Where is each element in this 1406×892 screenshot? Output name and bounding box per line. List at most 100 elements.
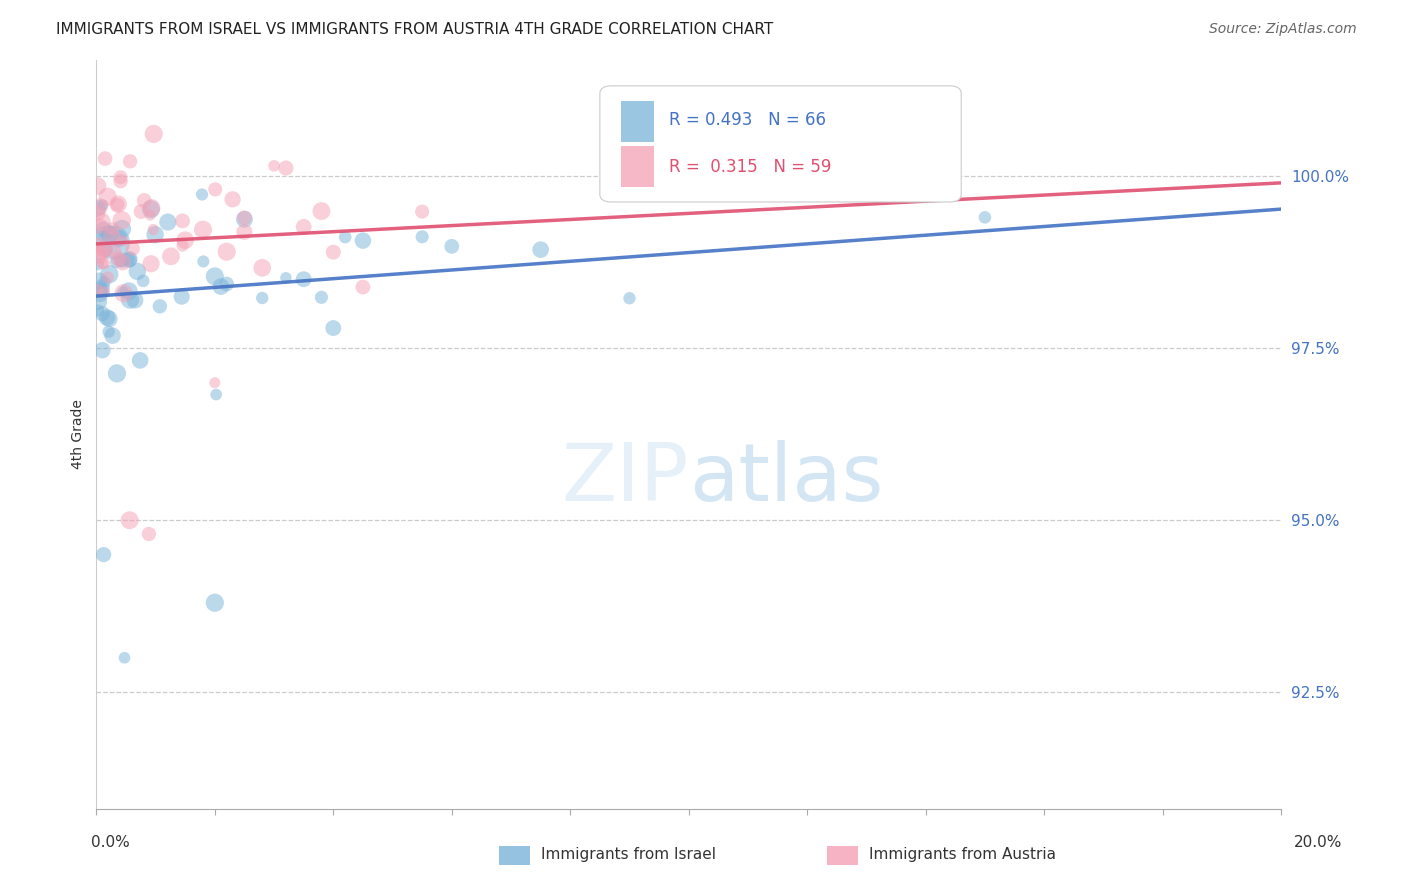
Point [174,233,197,247]
Point [87,294,110,309]
Point [204,182,226,196]
Point [204,376,226,390]
Point [191,187,214,202]
Text: 0.0%: 0.0% [91,836,131,850]
Point [233,212,256,227]
Point [292,272,315,286]
Text: ZIP: ZIP [561,441,689,518]
Point [411,204,433,219]
Point [311,204,333,219]
Point [118,253,141,268]
Point [91,343,114,358]
Point [87,274,110,288]
Point [139,257,162,271]
Point [103,244,125,258]
Point [120,154,142,169]
FancyBboxPatch shape [600,86,962,202]
Point [134,194,156,208]
Point [530,243,553,257]
Point [93,256,115,270]
Point [110,253,132,268]
Text: R = 0.493   N = 66: R = 0.493 N = 66 [669,111,825,128]
Point [191,222,214,236]
Y-axis label: 4th Grade: 4th Grade [72,400,86,469]
Point [86,257,108,271]
Point [143,227,166,242]
Point [263,159,285,173]
FancyBboxPatch shape [621,145,654,187]
Point [89,199,111,213]
Point [97,270,120,285]
Point [172,214,194,228]
Point [149,299,172,313]
Point [204,269,226,284]
Point [139,208,162,222]
Point [97,325,120,339]
Point [93,276,115,290]
Point [91,256,114,270]
Point [86,179,108,194]
Point [96,310,118,325]
Point [90,281,112,295]
Point [322,245,344,260]
Point [91,307,114,321]
Point [93,285,115,299]
Point [215,244,238,259]
Point [101,229,124,244]
Text: Immigrants from Israel: Immigrants from Israel [541,847,716,862]
Point [101,328,124,343]
Point [129,353,152,368]
Text: Immigrants from Austria: Immigrants from Austria [869,847,1056,862]
Point [111,234,134,248]
Point [121,242,143,256]
Point [94,243,117,257]
Point [87,303,110,318]
Point [107,197,129,211]
Point [127,264,149,278]
Point [93,227,115,241]
Point [118,284,141,298]
Point [114,650,136,665]
Point [111,285,134,299]
Point [93,243,115,257]
Point [105,367,128,381]
Point [156,215,179,229]
Point [129,204,152,219]
Point [86,202,108,216]
Point [107,252,129,266]
Point [141,201,163,215]
Point [215,277,238,291]
Point [107,231,129,245]
Point [98,267,121,281]
Point [89,249,111,263]
Point [274,270,297,285]
Point [322,321,344,335]
Point [110,174,132,188]
Point [105,254,128,268]
Point [132,274,155,288]
Point [333,230,356,244]
Point [974,211,997,225]
Point [250,291,273,305]
Point [86,205,108,219]
Point [118,293,141,307]
Point [110,170,132,185]
Point [97,190,120,204]
Point [233,225,256,239]
Point [111,255,134,269]
Point [90,215,112,229]
Point [98,227,121,242]
Point [111,222,134,236]
Point [250,260,273,275]
Point [139,202,162,217]
Point [205,387,228,401]
Point [204,596,226,610]
Point [142,127,165,141]
Point [160,249,183,263]
Point [619,291,641,305]
Point [440,239,463,253]
Point [118,252,141,267]
Point [107,197,129,211]
Point [101,235,124,250]
Point [93,222,115,236]
